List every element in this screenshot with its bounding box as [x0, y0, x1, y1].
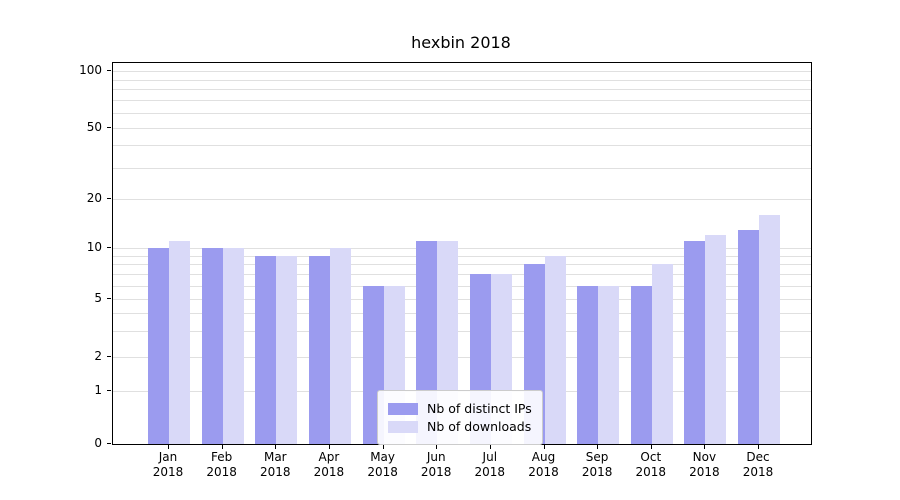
x-tick-label: Oct 2018	[635, 450, 667, 479]
gridline	[113, 89, 811, 91]
plot-area: Nb of distinct IPs Nb of downloads	[112, 62, 812, 445]
bar-downloads	[329, 248, 351, 444]
legend-item-distinct-ips: Nb of distinct IPs	[388, 401, 532, 416]
bar-downloads	[759, 214, 780, 444]
x-tick-mark	[275, 445, 277, 449]
x-tick-mark	[221, 445, 223, 449]
y-tick-mark	[107, 356, 111, 357]
gridline	[113, 167, 811, 169]
y-tick-label: 100	[79, 63, 102, 77]
x-tick-label: Nov 2018	[689, 450, 720, 479]
gridline	[113, 71, 811, 72]
chart-title: hexbin 2018	[411, 33, 511, 52]
y-tick-mark	[107, 298, 111, 299]
gridline	[113, 128, 811, 129]
y-tick-mark	[107, 70, 111, 71]
y-tick-mark	[107, 443, 111, 444]
bar-distinct-ips	[577, 285, 599, 444]
x-tick-label: Feb 2018	[206, 450, 237, 479]
x-tick-mark	[168, 445, 169, 449]
x-tick-mark	[436, 445, 438, 449]
y-tick-label: 20	[86, 191, 102, 205]
bar-distinct-ips	[148, 248, 169, 444]
bar-downloads	[169, 241, 190, 444]
y-tick-label: 1	[94, 383, 102, 397]
legend-swatch-downloads	[388, 420, 418, 433]
bar-downloads	[705, 235, 727, 444]
gridline	[113, 79, 811, 81]
gridline	[113, 331, 811, 333]
y-tick-label: 10	[86, 240, 102, 254]
legend-label-distinct-ips: Nb of distinct IPs	[427, 401, 532, 416]
gridline	[113, 145, 811, 147]
y-tick-mark	[107, 127, 111, 128]
y-tick-label: 50	[86, 120, 102, 134]
bar-distinct-ips	[255, 255, 277, 444]
gridline	[113, 113, 811, 114]
legend: Nb of distinct IPs Nb of downloads	[377, 390, 543, 445]
x-tick-label: Mar 2018	[260, 450, 291, 479]
gridline	[113, 100, 811, 102]
y-tick-mark	[107, 390, 111, 391]
x-tick-label: Jul 2018	[474, 450, 506, 479]
bar-distinct-ips	[684, 241, 706, 444]
x-tick-label: May 2018	[367, 450, 398, 479]
legend-swatch-distinct-ips	[388, 402, 418, 415]
x-tick-label: Aug 2018	[528, 450, 559, 479]
x-tick-mark	[704, 445, 706, 449]
legend-label-downloads: Nb of downloads	[427, 419, 532, 434]
bar-downloads	[222, 248, 244, 444]
gridline	[113, 255, 811, 257]
gridline	[113, 299, 811, 300]
bar-distinct-ips	[738, 229, 759, 444]
x-tick-mark	[382, 445, 384, 449]
x-tick-mark	[758, 445, 759, 449]
bar-distinct-ips	[308, 255, 330, 444]
x-tick-label: Dec 2018	[742, 450, 774, 479]
bar-downloads	[276, 255, 298, 444]
legend-item-downloads: Nb of downloads	[388, 419, 532, 434]
gridline	[113, 264, 811, 266]
x-tick-mark	[328, 445, 330, 449]
x-tick-mark	[650, 445, 652, 449]
x-tick-label: Jun 2018	[420, 450, 452, 479]
gridline	[113, 357, 811, 358]
y-tick-label: 2	[94, 349, 102, 363]
y-tick-mark	[107, 247, 111, 248]
gridline	[113, 274, 811, 276]
x-tick-mark	[489, 445, 491, 449]
y-tick-label: 5	[94, 291, 102, 305]
bar-downloads	[544, 255, 566, 444]
gridline	[113, 285, 811, 287]
x-tick-mark	[597, 445, 599, 449]
bar-distinct-ips	[201, 248, 223, 444]
gridline	[113, 248, 811, 249]
bar-downloads	[651, 264, 673, 444]
gridline	[113, 313, 811, 315]
x-tick-label: Sep 2018	[581, 450, 613, 479]
bar-distinct-ips	[630, 285, 652, 444]
gridline	[113, 199, 811, 200]
y-tick-label: 0	[94, 436, 102, 450]
bar-downloads	[598, 285, 620, 444]
x-tick-label: Jan 2018	[152, 450, 184, 479]
x-tick-mark	[543, 445, 545, 449]
x-tick-label: Apr 2018	[313, 450, 345, 479]
y-tick-mark	[107, 198, 111, 199]
